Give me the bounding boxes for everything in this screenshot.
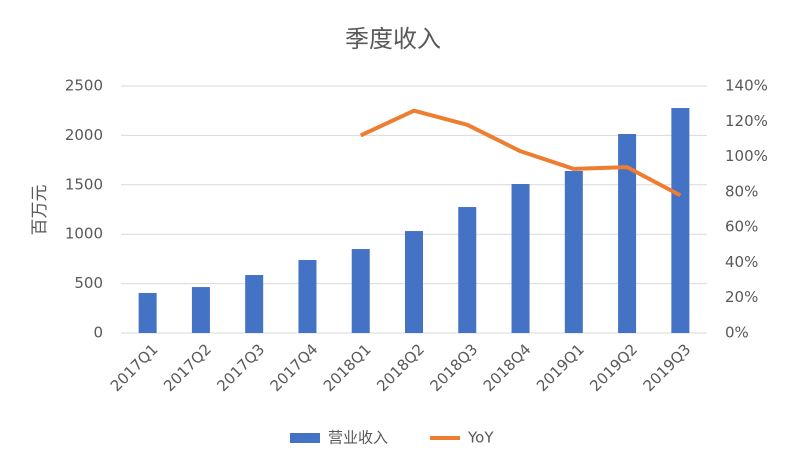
legend-swatch bbox=[290, 433, 320, 443]
line bbox=[359, 108, 682, 198]
bar bbox=[298, 259, 317, 333]
bar bbox=[351, 249, 370, 333]
x-tick-label: 2017Q3 bbox=[213, 340, 268, 395]
legend-label: 营业收入 bbox=[328, 429, 388, 447]
x-tick-label: 2019Q2 bbox=[586, 340, 641, 395]
bar bbox=[405, 231, 423, 333]
bar bbox=[564, 170, 583, 333]
bar bbox=[671, 108, 690, 333]
y2-tick-label: 100% bbox=[725, 147, 768, 165]
bar bbox=[138, 292, 157, 333]
y2-tick-label: 80% bbox=[725, 182, 758, 200]
bar bbox=[458, 207, 477, 333]
x-tick-label: 2018Q4 bbox=[480, 340, 535, 395]
y-tick-label: 500 bbox=[74, 274, 103, 292]
x-tick-label: 2017Q2 bbox=[160, 340, 215, 395]
x-tick-label: 2017Q4 bbox=[267, 340, 322, 395]
y-tick-label: 2000 bbox=[65, 126, 103, 144]
bar bbox=[511, 184, 530, 333]
chart-title: 季度收入 bbox=[345, 25, 441, 53]
bar bbox=[618, 134, 637, 333]
x-tick-label: 2018Q3 bbox=[426, 340, 481, 395]
bar bbox=[191, 287, 210, 333]
y2-tick-label: 60% bbox=[725, 218, 758, 236]
y-tick-label: 2500 bbox=[65, 77, 103, 95]
bar bbox=[245, 275, 264, 333]
x-tick-label: 2019Q1 bbox=[533, 340, 588, 395]
x-tick-label: 2019Q3 bbox=[640, 340, 695, 395]
y-tick-label: 0 bbox=[93, 324, 103, 342]
y-axis-title: 百万元 bbox=[30, 185, 50, 236]
y2-tick-label: 0% bbox=[725, 324, 749, 342]
y2-tick-label: 20% bbox=[725, 288, 758, 306]
y2-tick-label: 40% bbox=[725, 253, 758, 271]
x-tick-label: 2017Q1 bbox=[107, 340, 162, 395]
y-tick-label: 1000 bbox=[65, 225, 103, 243]
x-tick-label: 2018Q1 bbox=[320, 340, 375, 395]
x-tick-label: 2018Q2 bbox=[373, 340, 428, 395]
y2-tick-label: 120% bbox=[725, 112, 768, 130]
y-tick-label: 1500 bbox=[65, 175, 103, 193]
legend-label: YoY bbox=[467, 429, 494, 447]
y2-tick-label: 140% bbox=[725, 77, 768, 95]
